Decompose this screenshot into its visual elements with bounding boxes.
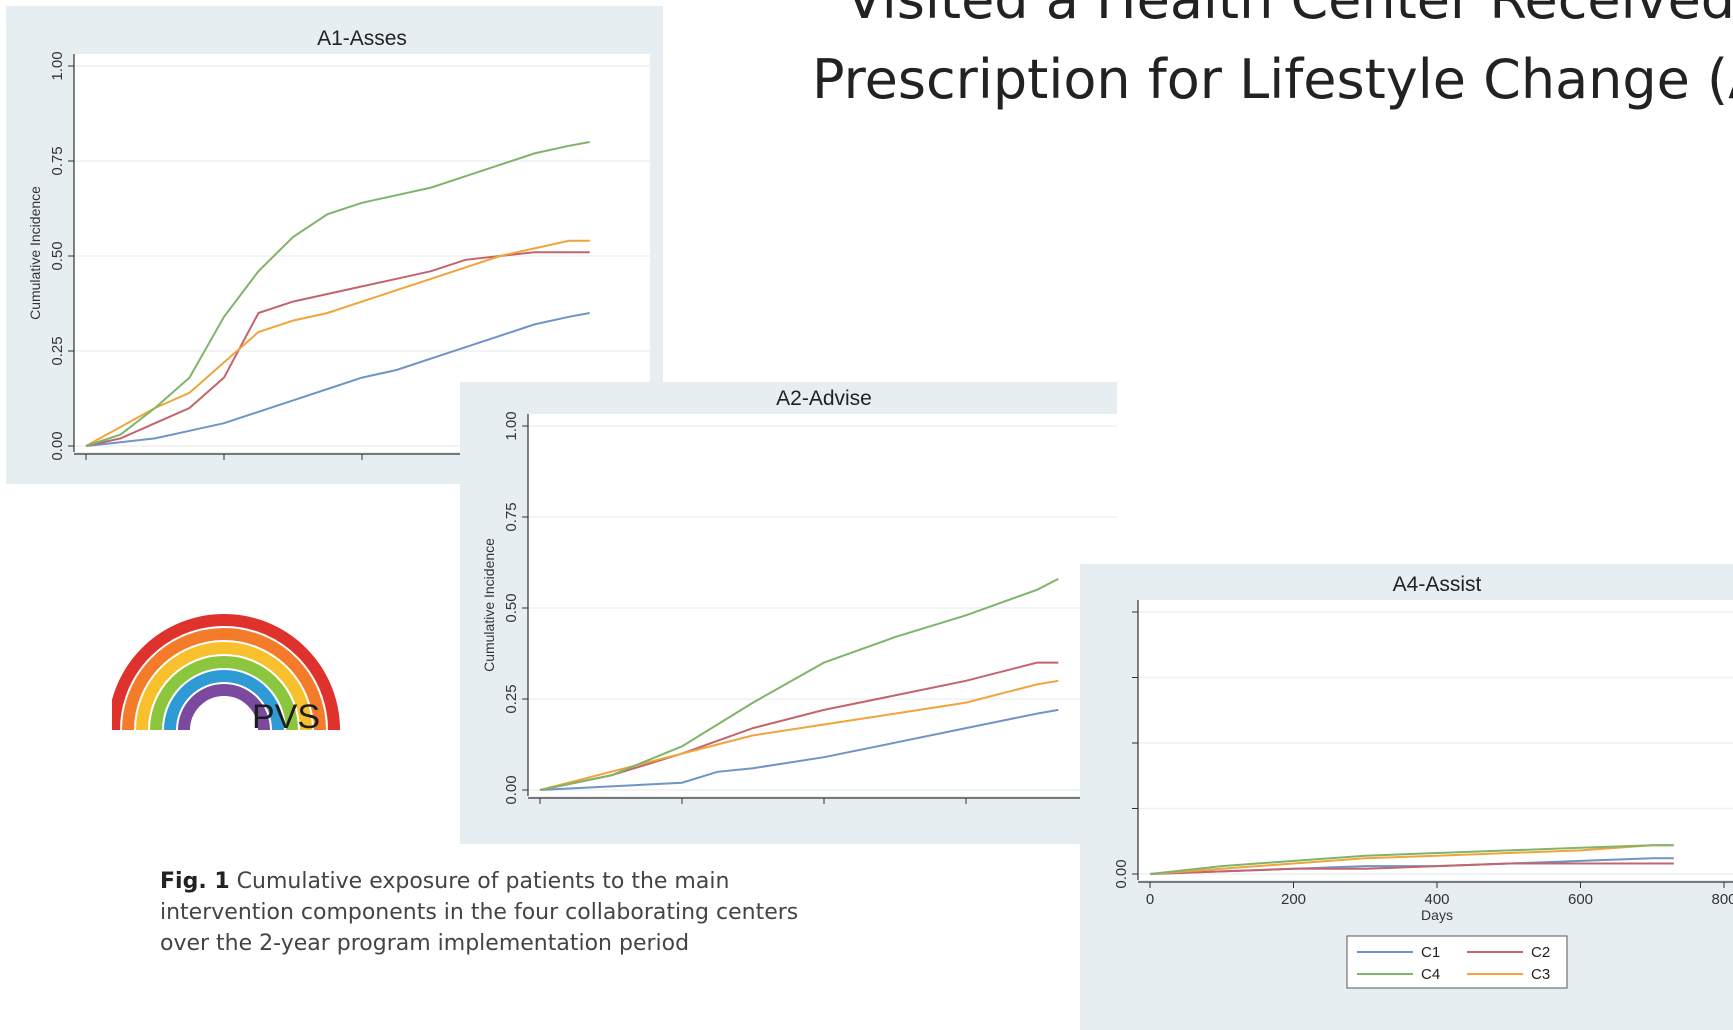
- plot-area: [528, 414, 1117, 796]
- legend-box: [1346, 935, 1568, 989]
- x-tick-label: 600: [1568, 891, 1593, 908]
- y-tick-label: 0.25: [49, 336, 66, 365]
- y-tick-label: 0.50: [49, 241, 66, 270]
- chart-svg: A4-Assist 0.00 0 200 400 600 800 Days C1 C2 C4 C3: [1113, 573, 1733, 989]
- series-line-c4: [85, 141, 590, 447]
- slide-title-line1: Visited a Health Center Received a: [812, 0, 1733, 40]
- y-tick-label: 0.50: [503, 593, 520, 622]
- y-tick-label: 0.00: [1113, 859, 1130, 888]
- series-line-c4: [1149, 844, 1674, 875]
- series-line-c1: [85, 312, 590, 447]
- legend-label-c3: C3: [1531, 966, 1550, 983]
- x-tick-label: 0: [1146, 891, 1154, 908]
- rainbow-arc: [178, 684, 270, 731]
- rainbow-logo-icon: PVS: [108, 614, 340, 736]
- x-tick-label: 400: [1424, 891, 1449, 908]
- pvs-logo: PVS: [108, 606, 342, 736]
- chart-title: A4-Assist: [1393, 573, 1482, 596]
- series-line-c2: [85, 251, 590, 447]
- series-line-c4: [539, 578, 1059, 791]
- y-tick-label: 1.00: [49, 51, 66, 80]
- plot-area: [1138, 600, 1733, 880]
- figure-caption-text: Cumulative exposure of patients to the m…: [160, 869, 799, 956]
- slide-title-line2: Prescription for Lifestyle Change (A4: [812, 48, 1733, 111]
- figure-caption: Fig. 1 Cumulative exposure of patients t…: [160, 866, 820, 959]
- y-axis-label: Cumulative Incidence: [27, 186, 43, 320]
- chart-panel-a1: A1-Asses 0.00 0.25 0.50 0.75 1.00 Cumulative I…: [6, 6, 663, 484]
- x-tick-label: 200: [1281, 891, 1306, 908]
- y-tick-label: 0.75: [503, 502, 520, 531]
- y-tick-label: 0.75: [49, 146, 66, 175]
- series-line-c3: [85, 239, 590, 447]
- series-line-c2: [539, 661, 1059, 791]
- y-tick-label: 0.00: [49, 431, 66, 460]
- rainbow-arc: [164, 670, 284, 731]
- y-tick-label: 0.00: [503, 775, 520, 804]
- logo-text: PVS: [252, 698, 320, 734]
- rainbow-arc: [150, 656, 298, 731]
- rainbow-arc: [122, 628, 326, 731]
- rainbow-arc: [136, 642, 312, 731]
- chart-title: A1-Asses: [317, 27, 407, 50]
- legend-label-c4: C4: [1421, 966, 1440, 983]
- x-tick-label: 800: [1711, 891, 1733, 908]
- slide-title: Visited a Health Center Received a Presc…: [812, 0, 1733, 120]
- x-axis-label: Days: [1421, 907, 1453, 923]
- figure-caption-label: Fig. 1: [160, 869, 230, 894]
- chart-svg: A2-Advise 0.00 0.25 0.50 0.75 1.00 Cumulative …: [481, 387, 1117, 805]
- chart-panel-a4: A4-Assist 0.00 0 200 400 600 800 Days C1 C2 C4 C3: [1080, 564, 1733, 1030]
- series-line-c2: [1149, 862, 1674, 875]
- legend-label-c2: C2: [1531, 944, 1550, 961]
- y-axis-label: Cumulative Incidence: [481, 538, 497, 672]
- rainbow-arc: [108, 614, 340, 731]
- chart-title: A2-Advise: [776, 387, 872, 410]
- y-tick-label: 0.25: [503, 684, 520, 713]
- series-line-c1: [539, 708, 1059, 791]
- legend-label-c1: C1: [1421, 944, 1440, 961]
- y-tick-label: 1.00: [503, 411, 520, 440]
- chart-panel-a2: A2-Advise 0.00 0.25 0.50 0.75 1.00 Cumulative …: [460, 382, 1117, 844]
